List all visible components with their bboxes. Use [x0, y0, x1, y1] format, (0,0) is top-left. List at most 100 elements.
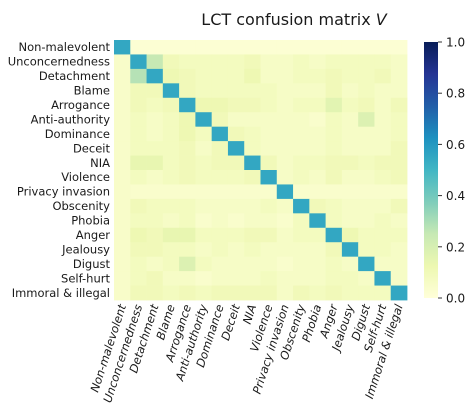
heatmap-cell — [374, 285, 392, 301]
heatmap-cell — [195, 184, 213, 200]
heatmap-cell — [374, 155, 392, 171]
heatmap-cell — [309, 198, 327, 214]
heatmap-cell — [195, 112, 213, 128]
heatmap-cell — [211, 227, 229, 243]
heatmap-cell — [162, 198, 180, 214]
heatmap-cell — [179, 242, 196, 258]
row-label: Unconcernedness — [8, 55, 110, 69]
row-label: Arrogance — [51, 98, 110, 112]
heatmap-cell — [211, 155, 229, 171]
heatmap-cell — [293, 141, 310, 156]
heatmap-cell — [390, 184, 408, 200]
heatmap-cell — [130, 54, 147, 70]
heatmap-cell — [260, 54, 278, 70]
heatmap-cell — [390, 227, 408, 243]
heatmap-cell — [211, 170, 229, 185]
heatmap-cell — [227, 68, 245, 84]
heatmap-cell — [390, 126, 408, 142]
heatmap-cell — [309, 126, 327, 142]
row-label: NIA — [90, 156, 110, 170]
heatmap-cell — [325, 242, 343, 258]
heatmap-cell — [195, 97, 213, 113]
heatmap-cell — [325, 155, 343, 171]
heatmap-cell — [260, 285, 278, 301]
heatmap-cell — [260, 271, 278, 286]
row-label: Phobia — [71, 214, 110, 228]
heatmap-cell — [114, 97, 131, 113]
heatmap-cell — [195, 170, 213, 185]
heatmap-cell — [211, 256, 229, 272]
heatmap-cell — [130, 198, 147, 214]
heatmap-cell — [114, 126, 131, 142]
heatmap-cell — [162, 213, 180, 229]
heatmap-cell — [374, 126, 392, 142]
colorbar-tick-label: 0.0 — [446, 292, 465, 306]
heatmap-cell — [325, 68, 343, 84]
heatmap-cell — [293, 271, 310, 286]
heatmap-cell — [374, 40, 392, 55]
heatmap-cell — [260, 141, 278, 156]
heatmap-cell — [114, 170, 131, 185]
heatmap-cell — [293, 198, 310, 214]
heatmap-cell — [130, 68, 147, 84]
heatmap-cell — [227, 213, 245, 229]
heatmap-cell — [293, 213, 310, 229]
colorbar-tick-label: 0.4 — [446, 189, 465, 203]
heatmap-cell — [195, 256, 213, 272]
heatmap-cell — [146, 227, 164, 243]
heatmap-cell — [276, 213, 294, 229]
heatmap-cell — [130, 271, 147, 286]
column-label: NIA — [240, 302, 259, 325]
heatmap-cell — [227, 170, 245, 185]
heatmap-cell — [390, 97, 408, 113]
heatmap-cell — [309, 40, 327, 55]
heatmap-cell — [195, 285, 213, 301]
heatmap-cell — [211, 271, 229, 286]
heatmap-cell — [244, 54, 261, 70]
row-label: Immoral & illegal — [12, 286, 110, 300]
heatmap-cell — [260, 213, 278, 229]
heatmap-cell — [195, 141, 213, 156]
heatmap-cell — [260, 83, 278, 99]
chart-title-text: LCT confusion matrix — [201, 10, 375, 29]
colorbar-tick-label: 0.2 — [446, 240, 465, 254]
heatmap-cell — [390, 170, 408, 185]
heatmap-cell — [374, 112, 392, 128]
heatmap-cell — [341, 97, 359, 113]
heatmap-cell — [114, 112, 131, 128]
heatmap-cell — [162, 184, 180, 200]
colorbar-ticks: 0.0 0.2 0.4 0.6 0.8 1.0 — [438, 36, 465, 306]
heatmap-cell — [130, 141, 147, 156]
heatmap-cell — [146, 271, 164, 286]
heatmap-cell — [179, 271, 196, 286]
row-label: Detachment — [39, 69, 111, 83]
heatmap-cell — [309, 112, 327, 128]
heatmap-cell — [227, 97, 245, 113]
heatmap-cell — [325, 227, 343, 243]
heatmap-cell — [162, 68, 180, 84]
heatmap-cell — [341, 184, 359, 200]
heatmap-cell — [358, 112, 375, 128]
heatmap-cell — [195, 54, 213, 70]
row-labels: Non-malevolentUnconcernednessDetachmentB… — [8, 40, 111, 300]
heatmap-cell — [309, 271, 327, 286]
heatmap-cell — [227, 126, 245, 142]
heatmap-cell — [162, 242, 180, 258]
heatmap-cell — [358, 68, 375, 84]
heatmap-cell — [130, 285, 147, 301]
heatmap-cell — [293, 285, 310, 301]
heatmap-cell — [325, 184, 343, 200]
heatmap-cell — [179, 83, 196, 99]
heatmap-cell — [276, 184, 294, 200]
heatmap-cell — [162, 126, 180, 142]
heatmap-cell — [146, 256, 164, 272]
heatmap-cell — [325, 141, 343, 156]
heatmap-cell — [293, 97, 310, 113]
row-label: Violence — [61, 170, 110, 184]
heatmap-cell — [211, 141, 229, 156]
heatmap-cell — [244, 141, 261, 156]
heatmap-cell — [227, 271, 245, 286]
heatmap-cell — [309, 184, 327, 200]
heatmap-cell — [114, 83, 131, 99]
heatmap-cell — [195, 155, 213, 171]
